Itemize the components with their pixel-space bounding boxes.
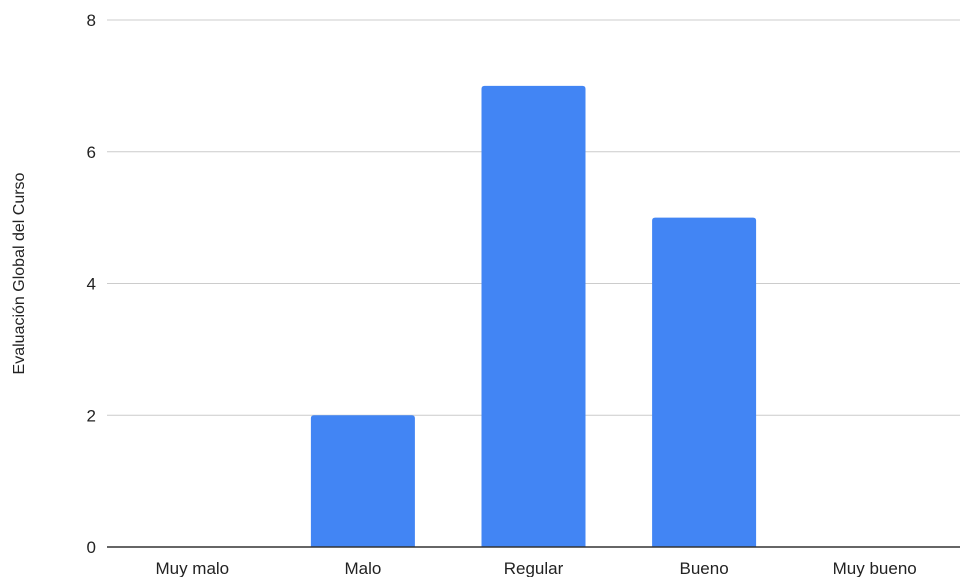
x-category-labels: Muy malo Malo Regular Bueno Muy bueno	[155, 559, 916, 577]
y-tick-labels: 0 2 4 6 8	[87, 11, 96, 557]
y-tick-label-6: 6	[87, 143, 96, 162]
bar-malo	[310, 415, 415, 547]
y-tick-label-8: 8	[87, 11, 96, 30]
y-tick-label-4: 4	[87, 275, 96, 294]
y-tick-label-0: 0	[87, 538, 96, 557]
y-axis-title: Evaluación Global del Curso	[11, 172, 28, 374]
bar-regular	[481, 85, 586, 547]
x-category-label-muy-malo: Muy malo	[155, 559, 229, 577]
bars	[310, 85, 757, 547]
bar-bueno	[652, 217, 757, 547]
y-tick-label-2: 2	[87, 406, 96, 425]
x-category-label-muy-bueno: Muy bueno	[833, 559, 917, 577]
x-category-label-bueno: Bueno	[680, 559, 729, 577]
x-category-label-malo: Malo	[344, 559, 381, 577]
x-category-label-regular: Regular	[504, 559, 564, 577]
